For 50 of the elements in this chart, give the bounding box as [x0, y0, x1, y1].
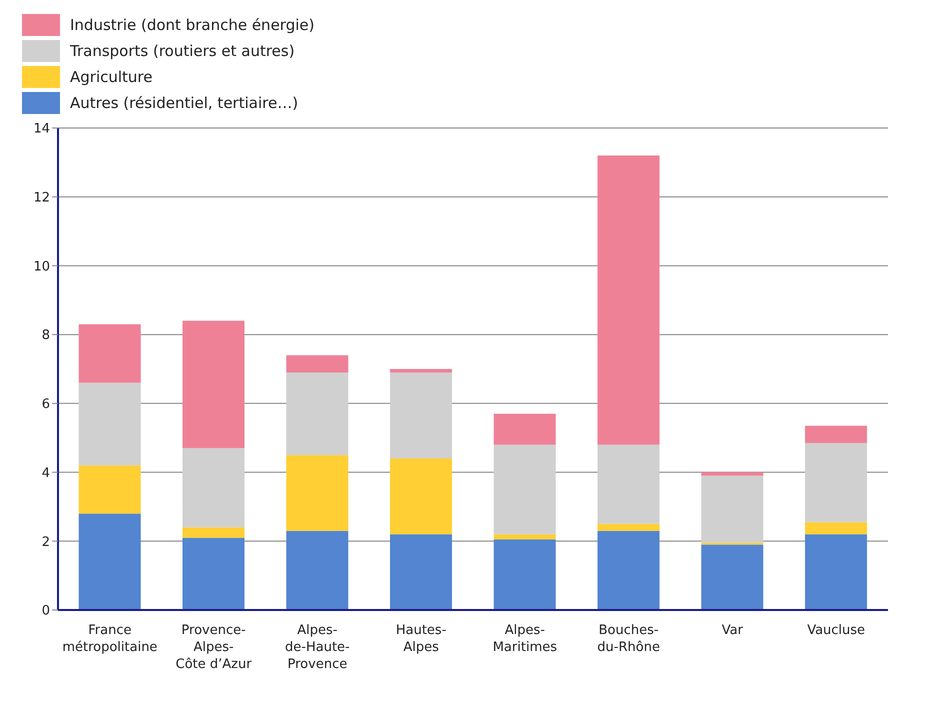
bar — [805, 522, 867, 534]
y-tick-label: 0 — [42, 604, 50, 619]
x-tick-label: Hautes- Alpes — [396, 623, 447, 655]
y-tick-label: 10 — [33, 259, 50, 274]
bar — [598, 530, 660, 610]
bar — [286, 530, 348, 610]
bar — [182, 448, 244, 528]
bar — [494, 534, 556, 540]
bar — [701, 544, 764, 610]
bar — [805, 443, 867, 522]
bar — [701, 476, 764, 543]
legend-label: Industrie (dont branche énergie) — [70, 16, 314, 34]
x-tick-label: Provence- Alpes- Côte d’Azur — [176, 623, 252, 672]
y-tick-label: 14 — [33, 122, 50, 137]
bar — [494, 444, 556, 534]
x-tick-label: Alpes- Maritimes — [492, 623, 558, 655]
bar — [182, 538, 244, 610]
bar — [598, 444, 660, 524]
bar — [598, 156, 660, 445]
bar — [182, 527, 244, 538]
bar — [390, 458, 452, 534]
x-tick-label: Alpes- de-Haute- Provence — [285, 623, 350, 672]
bar — [182, 320, 244, 448]
bar — [78, 382, 141, 466]
bar — [390, 369, 452, 372]
bar — [78, 465, 141, 514]
x-tick-label: Vaucluse — [807, 623, 866, 638]
bar — [78, 514, 141, 610]
y-tick-label: 4 — [42, 466, 50, 481]
bar — [390, 534, 452, 610]
bar — [78, 324, 141, 383]
y-tick-label: 2 — [42, 534, 50, 550]
bar — [286, 355, 348, 372]
x-tick-label: Var — [722, 623, 744, 638]
bar — [494, 414, 556, 445]
legend-label: Autres (résidentiel, tertiaire…) — [70, 94, 298, 112]
bar — [286, 372, 348, 456]
bar — [390, 372, 452, 459]
bar — [286, 455, 348, 531]
y-tick-label: 8 — [42, 328, 50, 344]
bar — [494, 539, 556, 610]
x-tick-label: France métropolitaine — [62, 623, 158, 655]
y-tick-label: 6 — [42, 397, 50, 412]
legend-label: Agriculture — [70, 68, 152, 86]
bar — [598, 524, 660, 531]
x-tick-label: Bouches- du-Rhône — [597, 623, 660, 655]
y-tick-label: 12 — [33, 190, 50, 206]
legend-label: Transports (routiers et autres) — [70, 42, 295, 60]
bar — [805, 426, 867, 444]
bar — [805, 534, 867, 610]
